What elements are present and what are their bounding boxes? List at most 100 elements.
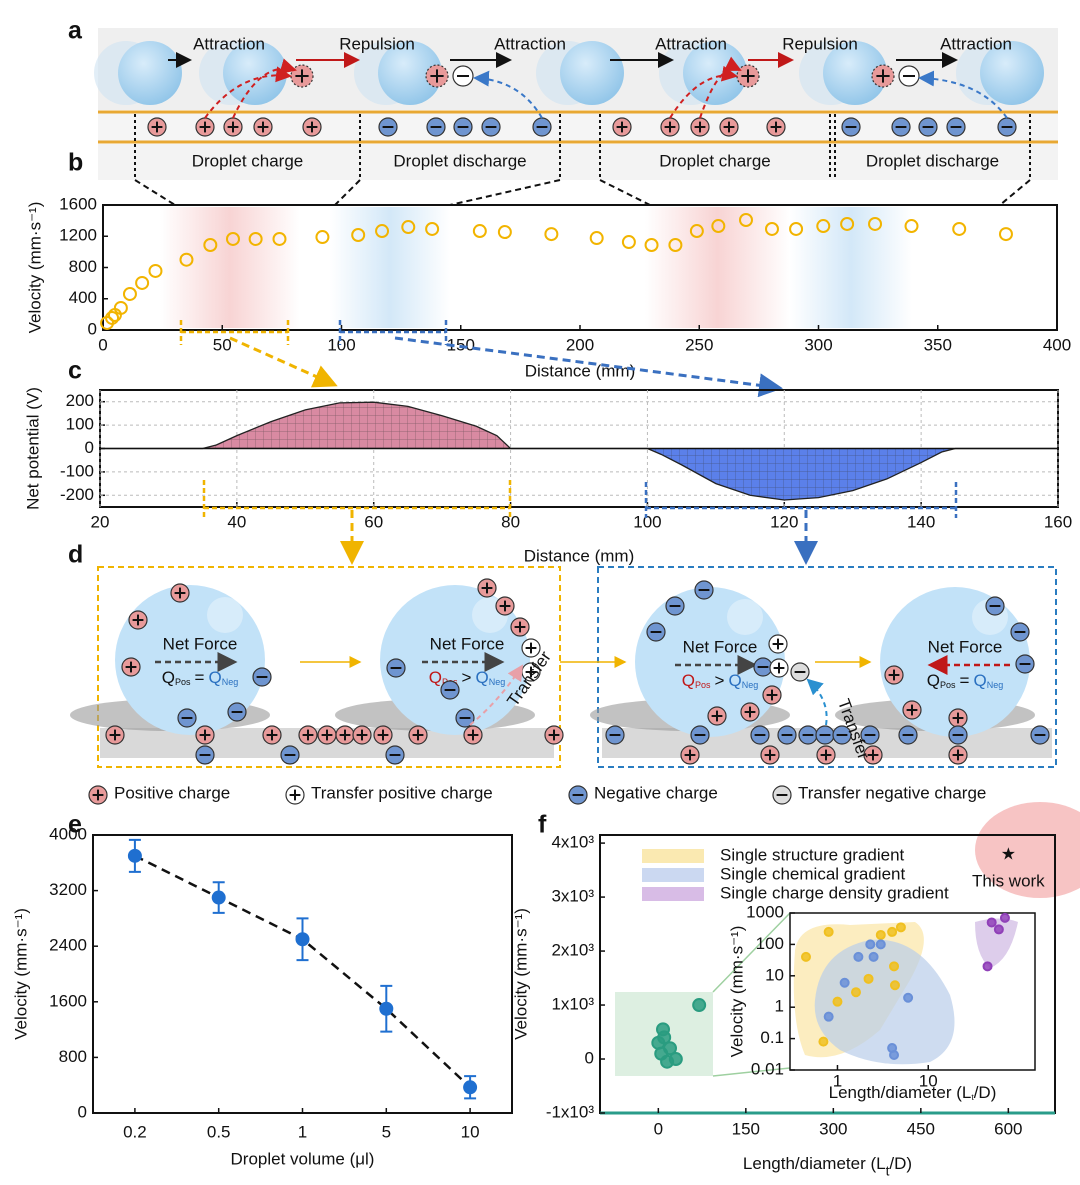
positive-charge [948, 708, 968, 728]
x-axis-label: Length/diameter (Lt/D) [829, 1083, 997, 1102]
negative-charge [898, 65, 920, 87]
y-tick-label: 0 [78, 1102, 87, 1121]
data-point [248, 231, 263, 246]
x-axis-label: Droplet volume (μl) [231, 1149, 375, 1168]
negative-charge [177, 708, 197, 728]
y-tick-label: 2x10³ [551, 941, 594, 960]
arrow-label: Attraction [193, 34, 265, 53]
link-line [334, 179, 361, 206]
transfer-arrow [204, 66, 292, 119]
x-tick-label: 600 [994, 1119, 1022, 1138]
data-point [711, 219, 726, 234]
net-force-label: Net Force [683, 637, 758, 656]
y-tick-label: 0.01 [751, 1059, 784, 1078]
data-point [122, 286, 137, 301]
legend-label: Negative charge [594, 783, 718, 802]
negative-charge [426, 117, 446, 137]
positive-charge [195, 725, 215, 745]
positive-charge [128, 610, 148, 630]
negative-charge [481, 117, 501, 137]
positive-charge [463, 725, 483, 745]
droplet [380, 585, 530, 735]
positive-charge [762, 685, 782, 705]
y-tick-label: 0 [85, 438, 94, 457]
x-axis-label-sub: t [971, 1092, 974, 1102]
x-tick-label: 60 [364, 512, 383, 531]
panel-a-bg [98, 144, 1058, 180]
area-mesh [100, 402, 1058, 449]
q: Q [162, 668, 175, 687]
panel-label: a [68, 17, 83, 45]
positive-charge [285, 785, 305, 805]
panel-label: d [68, 541, 83, 569]
data-point [375, 224, 390, 239]
range-marker [338, 320, 448, 345]
droplet [223, 41, 287, 105]
data-point [692, 998, 707, 1013]
positive-charge [736, 64, 760, 88]
highlight-region [975, 802, 1080, 898]
negative-charge [385, 745, 405, 765]
data-point [127, 848, 142, 863]
positive-charge [884, 665, 904, 685]
panel-label: b [68, 149, 83, 177]
q-sub: Neg [742, 680, 759, 690]
data-point [952, 221, 967, 236]
x-axis-label-part: /D) [974, 1083, 997, 1102]
positive-charge [740, 702, 760, 722]
link-line [599, 179, 651, 206]
link-line [999, 179, 1031, 206]
y-tick-label: 3x10³ [551, 887, 594, 906]
trend-line [134, 854, 471, 1089]
transfer-arrow [806, 678, 828, 726]
data-point [764, 221, 779, 236]
x-tick-label: 40 [227, 512, 246, 531]
positive-charge [425, 64, 449, 88]
x-tick-label: 100 [633, 512, 661, 531]
negative-charge [440, 680, 460, 700]
arrow-label: Repulsion [339, 34, 415, 53]
y-tick-label: -100 [60, 461, 94, 480]
negative-charge [841, 117, 861, 137]
x-tick-label: 50 [213, 335, 232, 354]
y-tick-label: 1 [775, 997, 784, 1016]
y-tick-label: -200 [60, 485, 94, 504]
data-point [850, 987, 861, 998]
region-shade [790, 207, 912, 328]
x-tick-label: 120 [770, 512, 798, 531]
stage-label: Droplet discharge [393, 151, 526, 170]
positive-charge [373, 725, 393, 745]
negative-charge [1015, 654, 1035, 674]
cluster-region [975, 918, 1018, 968]
data-point [113, 300, 128, 315]
transfer-arrow [699, 56, 742, 119]
data-point [497, 225, 512, 240]
charge-balance: QPos = QNeg [162, 668, 238, 687]
positive-charge [298, 725, 318, 745]
data-point [401, 220, 416, 235]
droplet [980, 41, 1044, 105]
data-point [816, 219, 831, 234]
data-point [105, 310, 120, 325]
x-tick-label: 140 [907, 512, 935, 531]
droplet [378, 41, 442, 105]
data-point [621, 235, 636, 250]
positive-charge [88, 785, 108, 805]
q: Q [973, 671, 986, 690]
negative-charge [948, 725, 968, 745]
q: Q [208, 668, 221, 687]
net-force-label: Net Force [928, 637, 1003, 656]
data-point [982, 961, 993, 972]
data-point [986, 917, 997, 928]
net-force-label: Net Force [430, 634, 505, 653]
negative-charge [452, 65, 474, 87]
negative-charge [532, 117, 552, 137]
droplet [115, 585, 265, 735]
highlight [727, 599, 763, 635]
q-sub: Neg [222, 677, 239, 687]
data-point [668, 238, 683, 252]
stage-bracket [834, 114, 1031, 180]
data-point [993, 924, 1004, 935]
stage-bracket [599, 114, 831, 180]
data-point [868, 951, 879, 962]
